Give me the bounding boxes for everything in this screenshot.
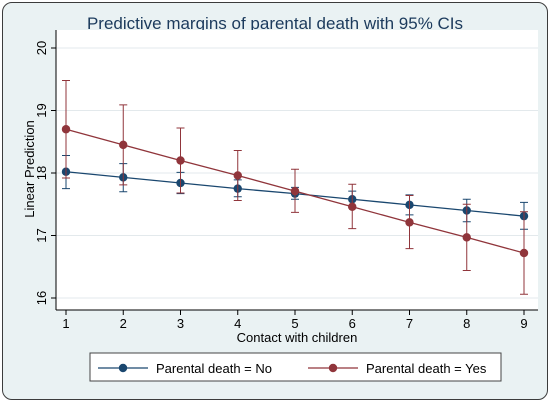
x-tick-label: 5	[291, 316, 298, 331]
legend: Parental death = No Parental death = Yes	[89, 352, 502, 382]
legend-label: Parental death = No	[156, 361, 272, 376]
data-point	[176, 156, 185, 165]
data-point	[519, 248, 529, 258]
y-axis-ticks: 16 17 18 19 20	[34, 41, 56, 305]
data-point	[462, 233, 471, 242]
x-tick-label: 3	[177, 316, 184, 331]
legend-marker	[118, 363, 128, 373]
y-tick-label: 19	[34, 103, 49, 117]
x-tick-label: 9	[520, 316, 527, 331]
y-tick-label: 18	[34, 166, 49, 180]
legend-box	[89, 352, 502, 382]
series-layer	[61, 80, 529, 295]
chart-title: Predictive margins of parental death wit…	[87, 14, 463, 33]
series-2	[61, 80, 529, 295]
data-point	[405, 218, 414, 227]
legend-marker	[328, 363, 338, 373]
plot-area	[56, 30, 538, 310]
data-point	[233, 171, 242, 180]
data-point	[348, 202, 357, 211]
x-tick-label: 7	[406, 316, 413, 331]
y-tick-label: 17	[34, 228, 49, 242]
x-tick-label: 1	[62, 316, 69, 331]
y-tick-label: 20	[34, 41, 49, 55]
x-tick-label: 2	[120, 316, 127, 331]
x-axis-ticks: 1 2 3 4 5 6 7 8 9	[62, 310, 528, 331]
data-point	[290, 186, 300, 196]
x-axis-label: Contact with children	[237, 330, 358, 345]
data-point	[119, 140, 128, 150]
x-tick-label: 8	[463, 316, 470, 331]
y-tick-label: 16	[34, 291, 49, 305]
grid-lines	[56, 47, 538, 299]
data-point	[61, 125, 71, 134]
axes	[55, 30, 538, 311]
x-tick-label: 4	[234, 316, 241, 331]
y-axis-label: Linear Prediction	[22, 120, 37, 218]
legend-label: Parental death = Yes	[366, 361, 487, 376]
x-tick-label: 6	[349, 316, 356, 331]
chart-canvas: Predictive margins of parental death wit…	[22, 14, 538, 382]
